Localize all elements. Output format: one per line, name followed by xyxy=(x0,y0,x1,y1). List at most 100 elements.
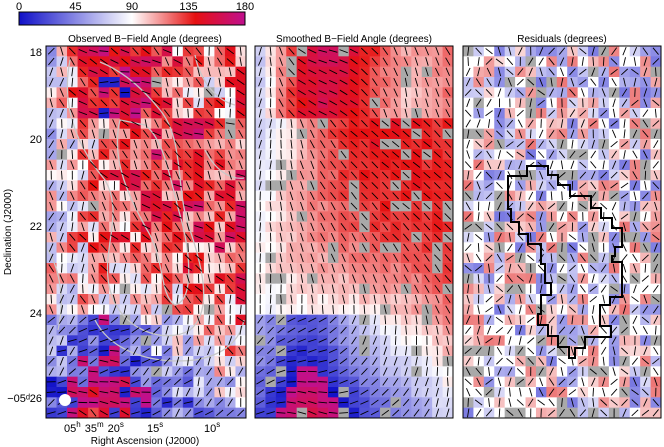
vector-segment xyxy=(641,275,649,282)
smoothed-vectors xyxy=(255,46,452,418)
vector-segment xyxy=(131,400,140,405)
vector-segment xyxy=(279,46,284,56)
vector-segment xyxy=(280,294,282,304)
vector-segment xyxy=(371,243,378,252)
vector-segment xyxy=(548,398,555,407)
vector-segment xyxy=(60,160,64,170)
contour-line xyxy=(116,119,190,306)
vector-segment xyxy=(205,223,213,230)
vector-segment xyxy=(320,243,325,252)
vector-segment xyxy=(361,212,368,221)
vector-segment xyxy=(290,170,293,180)
vector-segment xyxy=(174,150,181,159)
vector-segment xyxy=(297,79,306,85)
vector-segment xyxy=(444,254,451,262)
vector-segment xyxy=(132,336,139,345)
vector-segment xyxy=(467,170,470,180)
vector-segment xyxy=(372,78,378,87)
vector-segment xyxy=(612,263,616,273)
vector-segment xyxy=(120,80,130,84)
vector-segment xyxy=(403,264,409,273)
vector-segment xyxy=(47,316,56,323)
vector-segment xyxy=(112,294,117,304)
vector-segment xyxy=(632,222,638,232)
vector-segment xyxy=(175,315,181,324)
vector-segment xyxy=(152,99,161,106)
vector-segment xyxy=(279,232,283,242)
vector-segment xyxy=(215,161,224,168)
vector-segment xyxy=(328,79,338,85)
vector-segment xyxy=(580,263,586,273)
vector-segment xyxy=(152,110,161,116)
vector-segment xyxy=(383,108,388,118)
panel-title-residuals: Residuals (degrees) xyxy=(517,34,607,45)
vector-segment xyxy=(612,160,617,170)
vector-segment xyxy=(549,119,554,128)
vector-segment xyxy=(642,130,649,138)
vector-segment xyxy=(548,388,555,397)
vector-segment xyxy=(602,387,606,397)
vector-segment xyxy=(466,139,470,149)
vector-segment xyxy=(631,296,639,303)
vector-segment xyxy=(487,325,492,335)
vector-segment xyxy=(120,370,130,373)
vector-segment xyxy=(78,111,88,116)
vector-segment xyxy=(393,46,398,56)
vector-segment xyxy=(414,274,419,283)
vector-segment xyxy=(90,202,97,211)
x-axis: 05h 35m 20s 15s 10s Right Ascension (J2000… xyxy=(64,420,220,447)
vector-segment xyxy=(496,119,503,128)
vector-segment xyxy=(371,120,379,127)
vector-segment xyxy=(185,295,191,304)
vector-segment xyxy=(341,253,346,263)
vector-segment xyxy=(60,46,64,56)
vector-segment xyxy=(239,325,242,335)
vector-segment xyxy=(290,294,293,304)
vector-segment xyxy=(165,336,169,345)
vector-segment xyxy=(48,181,54,190)
vector-segment xyxy=(435,387,439,397)
vector-segment xyxy=(447,377,449,387)
vector-segment xyxy=(394,325,397,335)
vector-segment xyxy=(59,98,65,107)
vector-segment xyxy=(632,150,638,159)
vector-segment xyxy=(206,398,212,407)
vector-segment xyxy=(361,151,368,158)
vector-segment xyxy=(372,253,378,262)
residual-vectors xyxy=(464,46,660,418)
vector-segment xyxy=(580,325,585,335)
vector-segment xyxy=(496,346,503,355)
vector-segment xyxy=(207,139,212,149)
vector-segment xyxy=(185,140,191,149)
vector-segment xyxy=(371,223,379,231)
vector-segment xyxy=(539,315,543,325)
vector-segment xyxy=(537,99,545,106)
vector-segment xyxy=(559,212,565,221)
vector-segment xyxy=(153,336,160,345)
vector-segment xyxy=(436,367,439,376)
vector-segment xyxy=(360,47,368,55)
vector-segment xyxy=(229,387,232,397)
vector-segment xyxy=(382,78,388,87)
vector-segment xyxy=(602,232,606,242)
vector-segment xyxy=(307,390,317,394)
panel-title-observed: Observed B−Field Angle (degrees) xyxy=(68,34,222,45)
panel-frame xyxy=(254,45,454,419)
vector-segment xyxy=(652,358,660,365)
vector-segment xyxy=(487,232,491,242)
vector-segment xyxy=(164,233,170,242)
vector-segment xyxy=(412,120,421,127)
vector-segment xyxy=(350,89,358,96)
vector-segment xyxy=(278,109,284,118)
vector-segment xyxy=(558,378,566,386)
vector-segment xyxy=(466,232,470,242)
vector-segment xyxy=(121,347,129,355)
vector-segment xyxy=(424,398,430,407)
vector-segment xyxy=(340,223,347,231)
vector-segment xyxy=(99,410,108,416)
vector-segment xyxy=(394,315,397,325)
vector-segment xyxy=(48,336,54,345)
vector-segment xyxy=(589,120,597,127)
vector-segment xyxy=(539,377,544,387)
vector-segment xyxy=(318,401,328,404)
